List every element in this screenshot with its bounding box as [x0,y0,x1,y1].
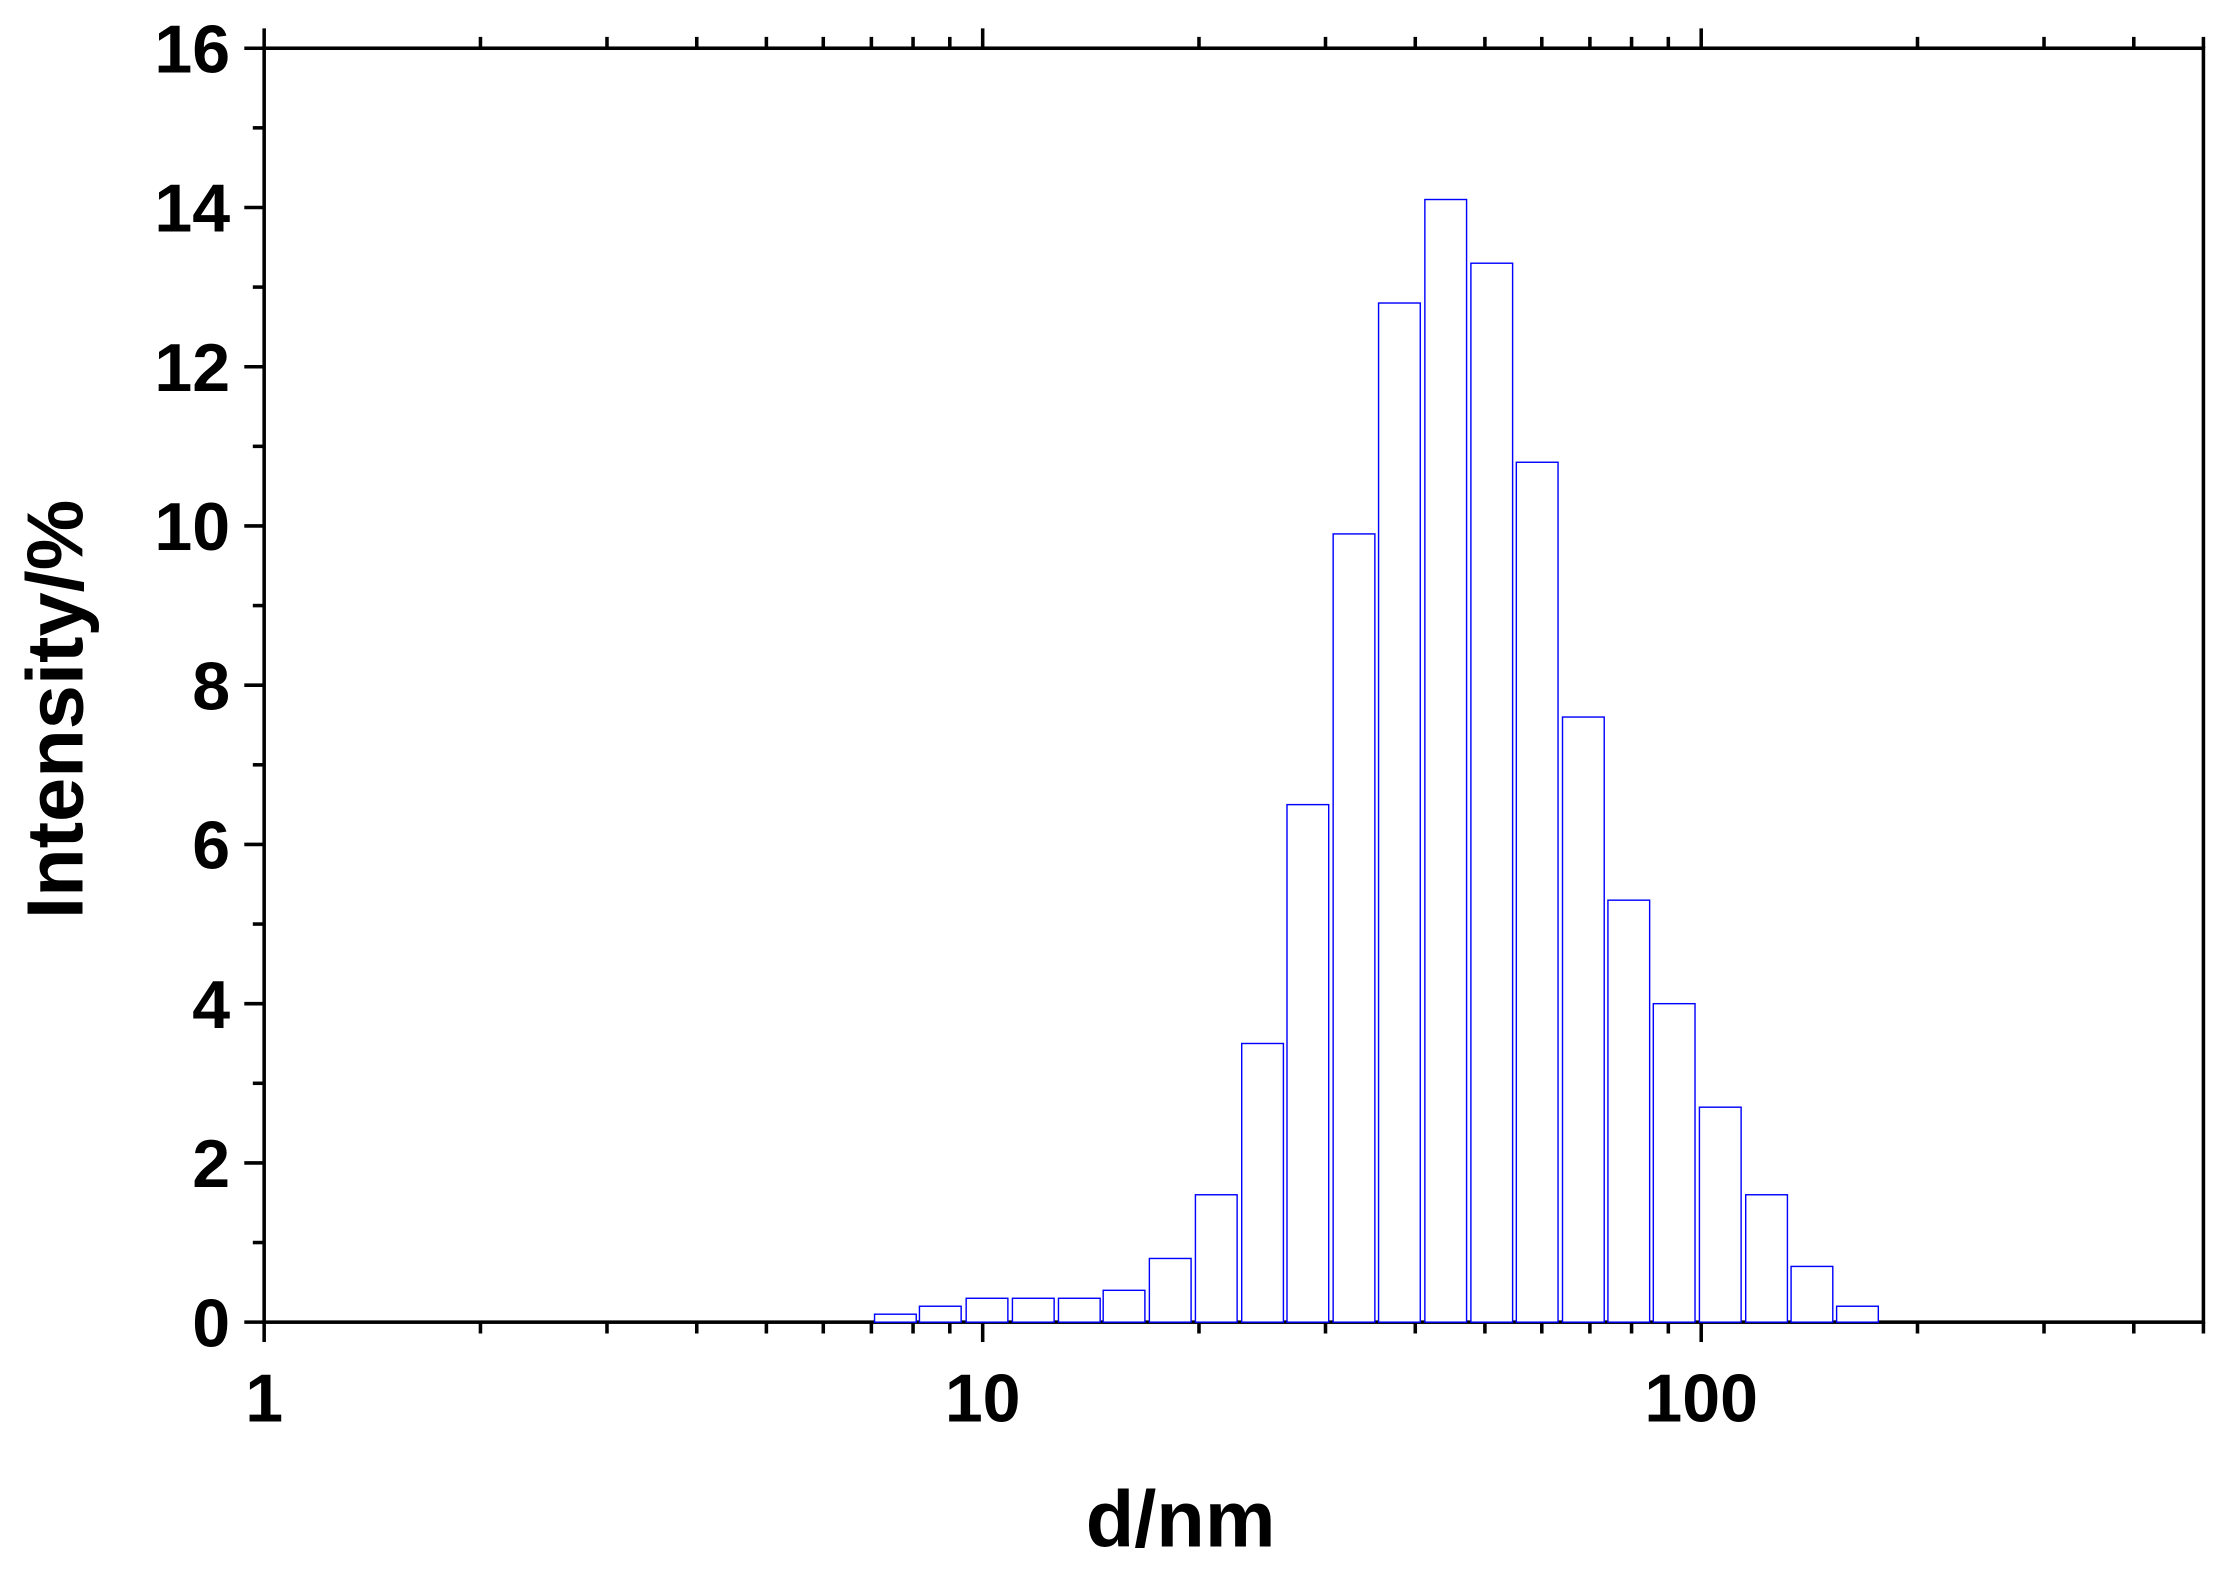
bar [1698,1106,1742,1323]
bar [1561,716,1605,1323]
x-tick-label: 10 [945,1360,1021,1436]
bar [1515,461,1559,1323]
y-axis-title: Intensity/% [11,500,100,919]
y-tick-label: 0 [192,1285,230,1361]
plot-frame [262,46,2206,1324]
bar [1424,198,1468,1323]
bar [1835,1305,1880,1323]
bar [1377,302,1421,1323]
bar [1332,533,1376,1323]
bar [1744,1194,1789,1323]
bar [1607,899,1651,1323]
bar [1102,1289,1146,1323]
x-tick-label: 1 [245,1360,283,1436]
bar [918,1305,962,1323]
bar [1148,1257,1192,1323]
y-tick-label: 4 [192,967,230,1043]
x-axis-title: d/nm [1086,1474,1276,1563]
x-tick-label: 100 [1644,1360,1758,1436]
y-tick-label: 12 [154,330,230,406]
bar [965,1297,1009,1323]
bar [1470,262,1514,1323]
bar [1011,1297,1055,1323]
bar [1057,1297,1101,1323]
bar [1194,1194,1238,1323]
y-tick-label: 6 [192,808,230,884]
bar [1652,1002,1696,1323]
y-tick-label: 2 [192,1126,230,1202]
bar [1790,1265,1834,1323]
y-tick-label: 14 [154,171,230,247]
y-tick-label: 16 [154,11,230,87]
y-tick-label: 8 [192,648,230,724]
bar [1240,1042,1285,1323]
y-tick-label: 10 [154,489,230,565]
bar [873,1313,917,1323]
bar [1286,803,1330,1323]
